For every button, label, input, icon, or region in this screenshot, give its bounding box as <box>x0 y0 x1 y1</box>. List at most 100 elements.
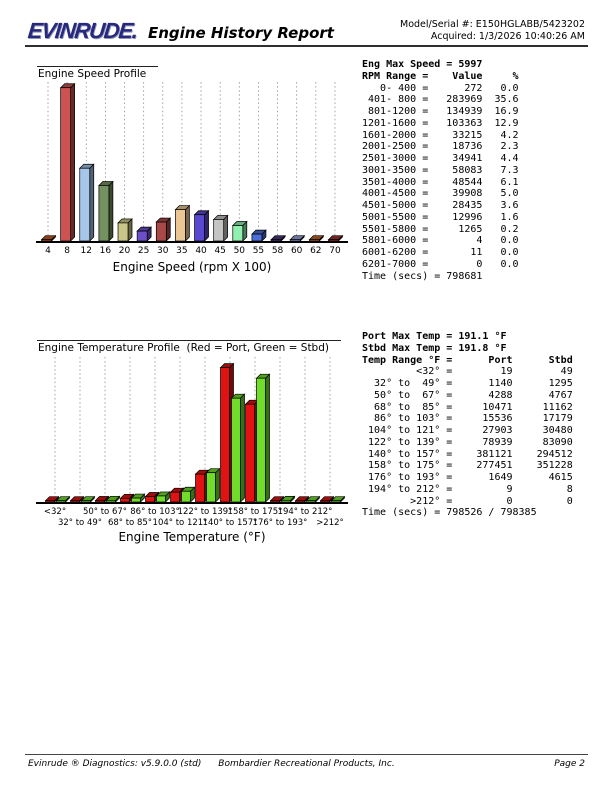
x-tick-label: 35 <box>176 246 187 256</box>
x-tick-label: >212° <box>316 518 344 528</box>
table-row: 401- 800 = 283969 35.6 <box>362 94 519 106</box>
table-row: 4501-5000 = 28435 3.6 <box>362 200 519 211</box>
x-tick-label: 194° to 212° <box>278 507 333 517</box>
table-row: 176° to 193° = 1649 4615 <box>362 472 573 483</box>
x-tick-label: 86° to 103° <box>130 507 179 517</box>
page-title: Engine History Report <box>148 24 334 42</box>
x-tick-label: <32° <box>44 507 66 517</box>
bar-port-0 <box>44 495 60 503</box>
x-tick-label: 122° to 139° <box>178 507 233 517</box>
x-tick-label: 68° to 85° <box>108 518 152 528</box>
table-row: 5801-6000 = 4 0.0 <box>362 235 519 247</box>
x-axis-title: Engine Speed (rpm X 100) <box>113 260 272 274</box>
x-tick-label: 104° to 121° <box>153 518 208 528</box>
bar-4 <box>40 234 57 242</box>
engine-temperature-profile-section: Engine Temperature Profile (Red = Port, … <box>36 336 358 548</box>
table-row: 6201-7000 = 0 0.0 <box>362 258 519 270</box>
evinrude-logo: EVINRUDE. <box>26 18 139 43</box>
bar-port-1 <box>69 495 85 503</box>
bar-port-11 <box>319 495 335 503</box>
x-tick-label: 32° to 49° <box>58 518 102 528</box>
model-serial-value: Model/Serial #: E150HGLABB/5423202 <box>400 19 585 30</box>
x-tick-label: 30 <box>157 246 169 256</box>
bar-stbd-7 <box>230 393 246 503</box>
acquired-value: Acquired: 1/3/2026 10:40:26 AM <box>430 31 585 42</box>
header-divider <box>25 45 588 47</box>
bar-62 <box>308 234 325 242</box>
stbd-max-temp: Stbd Max Temp = 191.8 °F <box>362 342 507 354</box>
table-row: 1201-1600 = 103363 12.9 <box>362 117 519 129</box>
x-tick-label: 40 <box>195 246 207 256</box>
bar-stbd-1 <box>80 495 96 503</box>
table-row: 194° to 212° = 9 8 <box>362 483 573 495</box>
table-row: 50° to 67° = 4288 4767 <box>362 389 573 401</box>
table-row: 86° to 103° = 15536 17179 <box>362 413 573 425</box>
x-tick-label: 158° to 175° <box>228 507 283 517</box>
x-tick-label: 4 <box>45 246 51 256</box>
bar-60 <box>289 234 306 242</box>
bar-25 <box>136 226 152 242</box>
x-tick-label: 55 <box>253 246 264 256</box>
table-row: 5001-5500 = 12996 1.6 <box>362 211 519 223</box>
x-tick-label: 50° to 67° <box>83 507 127 517</box>
footer-company: Bombardier Recreational Products, Inc. <box>218 759 395 769</box>
rpm-max-speed: Eng Max Speed = 5997 <box>362 59 483 70</box>
x-tick-label: 58 <box>272 246 284 256</box>
bar-45 <box>212 214 229 242</box>
engine-speed-chart: 4 8 12 16 20 25 30 35 40 45 50 55 58 60 62 70 Engine Spe… <box>36 82 348 274</box>
bar-30 <box>155 217 172 242</box>
table-row: >212° = 0 0 <box>362 495 573 507</box>
footer-divider <box>25 754 588 755</box>
rpm-histogram-table: Eng Max Speed = 5997 RPM Range = Value % … <box>362 59 519 282</box>
rpm-table-header: RPM Range = Value % <box>362 70 519 82</box>
table-row: 2501-3000 = 34941 4.4 <box>362 153 519 164</box>
table-row: <32° = 19 49 <box>362 366 573 378</box>
footer-software-version: Evinrude ® Diagnostics: v5.9.0.0 (std) <box>28 759 202 769</box>
table-row: 104° to 121° = 27903 30480 <box>362 425 573 436</box>
engine-speed-profile-section: Engine Speed Profile 4 8 12 16 20 25 30 35 40 45 5… <box>36 62 358 280</box>
x-tick-label: 8 <box>64 246 70 256</box>
header-meta: Model/Serial #: E150HGLABB/5423202 Acqui… <box>400 19 585 43</box>
x-tick-label: 12 <box>81 246 92 256</box>
x-tick-label: 20 <box>119 246 131 256</box>
temperature-histogram-table: Port Max Temp = 191.1 °F Stbd Max Temp = … <box>362 331 573 519</box>
table-row: 1601-2000 = 33215 4.2 <box>362 129 519 141</box>
bar-50 <box>231 220 248 242</box>
bar-70 <box>327 234 344 242</box>
bar-stbd-10 <box>305 495 321 503</box>
bar-55 <box>251 229 267 242</box>
bar-stbd-6 <box>205 467 221 503</box>
bar-stbd-8 <box>255 373 271 503</box>
table-row: 158° to 175° = 277451 351228 <box>362 460 573 472</box>
port-max-temp: Port Max Temp = 191.1 °F <box>362 331 507 342</box>
footer-page-number: Page 2 <box>554 759 585 769</box>
bar-stbd-3 <box>130 493 146 503</box>
footer: Evinrude ® Diagnostics: v5.9.0.0 (std) B… <box>28 759 585 773</box>
bar-35 <box>174 204 191 242</box>
table-row: 3001-3500 = 58083 7.3 <box>362 164 519 176</box>
rpm-time-total: Time (secs) = 798681 <box>362 270 483 282</box>
bar-8 <box>59 82 76 242</box>
table-row: 32° to 49° = 1140 1295 <box>362 378 573 389</box>
table-row: 3501-4000 = 48544 6.1 <box>362 176 519 188</box>
x-tick-label: 176° to 193° <box>253 518 308 528</box>
bar-stbd-5 <box>180 486 196 503</box>
bar-58 <box>270 234 286 242</box>
x-tick-label: 50 <box>234 246 246 256</box>
x-tick-label: 60 <box>291 246 303 256</box>
table-row: 4001-4500 = 39908 5.0 <box>362 188 519 200</box>
table-row: 0- 400 = 272 0.0 <box>362 82 519 94</box>
x-tick-label: 16 <box>100 246 112 256</box>
bar-12 <box>78 163 95 242</box>
bar-40 <box>193 209 210 242</box>
table-row: 140° to 157° = 381121 294512 <box>362 448 573 460</box>
table-row: 68° to 85° = 10471 11162 <box>362 401 573 413</box>
table-row: 5501-5800 = 1265 0.2 <box>362 223 519 235</box>
bar-20 <box>117 218 133 242</box>
table-row: 6001-6200 = 11 0.0 <box>362 247 519 258</box>
bar-port-10 <box>294 495 310 503</box>
bar-stbd-0 <box>55 495 71 503</box>
engine-speed-chart-title: Engine Speed Profile <box>37 66 159 80</box>
bar-port-2 <box>94 495 110 503</box>
